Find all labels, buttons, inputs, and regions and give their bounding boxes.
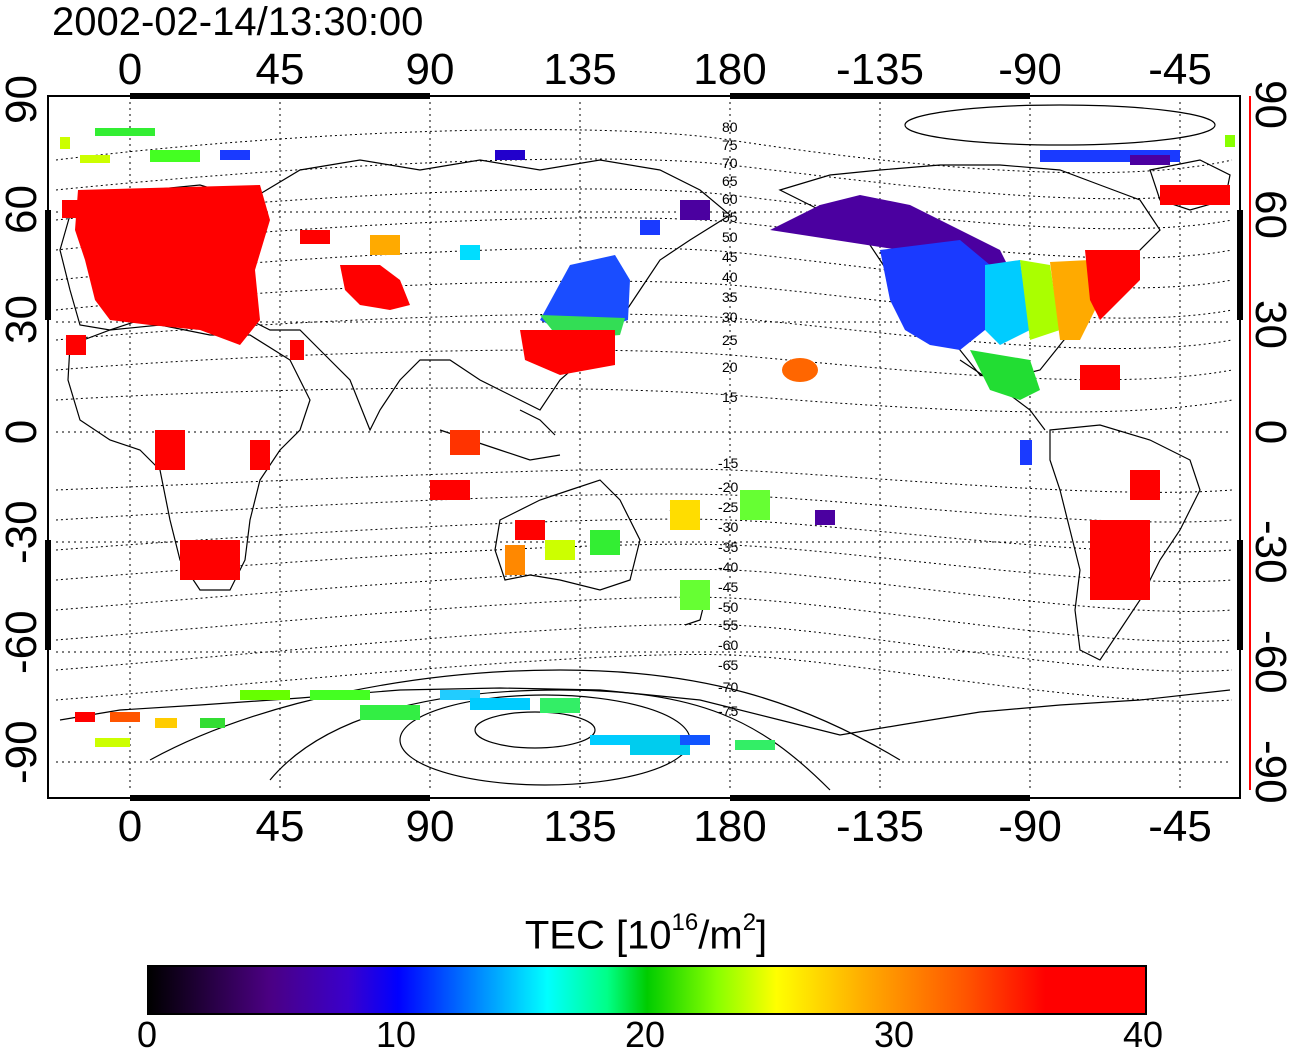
contour-label: -70 — [718, 679, 738, 695]
contour-label: 20 — [722, 359, 738, 375]
bottom-lon-tick: 180 — [693, 802, 767, 851]
colorbar-tick: 40 — [1122, 1014, 1164, 1055]
contour-label: -30 — [718, 519, 738, 535]
frame-bars — [45, 93, 1243, 801]
contour-label: -60 — [718, 637, 738, 653]
contour-label: 55 — [722, 209, 738, 225]
contour-label: 15 — [722, 389, 738, 405]
timestamp: 2002-02-14/13:30:00 — [52, 0, 424, 44]
contour-label: -45 — [718, 579, 738, 595]
tec-data — [60, 128, 1235, 755]
colorbar-title-main: TEC [10 — [524, 913, 672, 958]
top-lon-tick: -135 — [835, 45, 925, 94]
contour-label: 35 — [722, 289, 738, 305]
tec-map: 80 75 70 65 60 55 50 45 40 35 30 25 20 1… — [45, 93, 1251, 801]
top-lon-tick: 0 — [117, 45, 143, 94]
contour-label: -75 — [718, 703, 738, 719]
colorbar-title-exp2: 2 — [742, 909, 757, 936]
colorbar-title-exp: 16 — [671, 909, 699, 936]
colorbar-title-end: ] — [756, 913, 768, 958]
geomagnetic-contours — [55, 129, 1233, 702]
bottom-lon-tick: -90 — [998, 802, 1062, 851]
contour-labels: 80 75 70 65 60 55 50 45 40 35 30 25 20 1… — [718, 119, 738, 719]
contour-label: 75 — [722, 137, 738, 153]
contour-label: -65 — [718, 657, 738, 673]
contour-label: 50 — [722, 229, 738, 245]
contour-label: -50 — [718, 599, 738, 615]
colorbar-title-unit: /m — [698, 913, 743, 958]
bottom-lon-tick: -135 — [835, 802, 925, 851]
top-lon-tick: 135 — [543, 45, 617, 94]
top-lon-tick: 180 — [693, 45, 767, 94]
contour-label: 30 — [722, 309, 738, 325]
colorbar-tick: 20 — [624, 1014, 666, 1055]
contour-label: 25 — [722, 332, 738, 348]
bottom-lon-tick: 45 — [255, 802, 305, 851]
colorbar-title: TEC [1016/m2] — [0, 905, 1292, 957]
colorbar — [147, 965, 1147, 1015]
contour-label: 40 — [722, 269, 738, 285]
pole-contours — [149, 104, 1216, 791]
contour-label: 60 — [722, 191, 738, 207]
contour-label: -25 — [718, 499, 738, 515]
top-lon-tick: -45 — [1148, 45, 1212, 94]
contour-label: -55 — [718, 617, 738, 633]
contour-label: 65 — [722, 173, 738, 189]
contour-label: 80 — [722, 119, 738, 135]
top-lon-tick: -90 — [998, 45, 1062, 94]
top-lon-tick: 90 — [405, 45, 455, 94]
colorbar-tick: 10 — [375, 1014, 417, 1055]
contour-label: 70 — [722, 155, 738, 171]
contour-label: 45 — [722, 249, 738, 265]
bottom-lon-tick: 90 — [405, 802, 455, 851]
top-lon-tick: 45 — [255, 45, 305, 94]
bottom-lon-tick: 0 — [117, 802, 143, 851]
contour-label: -20 — [718, 479, 738, 495]
contour-label: -15 — [718, 455, 738, 471]
colorbar-tick: 0 — [136, 1014, 158, 1055]
bottom-lon-tick: -45 — [1148, 802, 1212, 851]
bottom-lon-tick: 135 — [543, 802, 617, 851]
contour-label: -40 — [718, 559, 738, 575]
colorbar-tick: 30 — [873, 1014, 915, 1055]
contour-label: -35 — [718, 539, 738, 555]
